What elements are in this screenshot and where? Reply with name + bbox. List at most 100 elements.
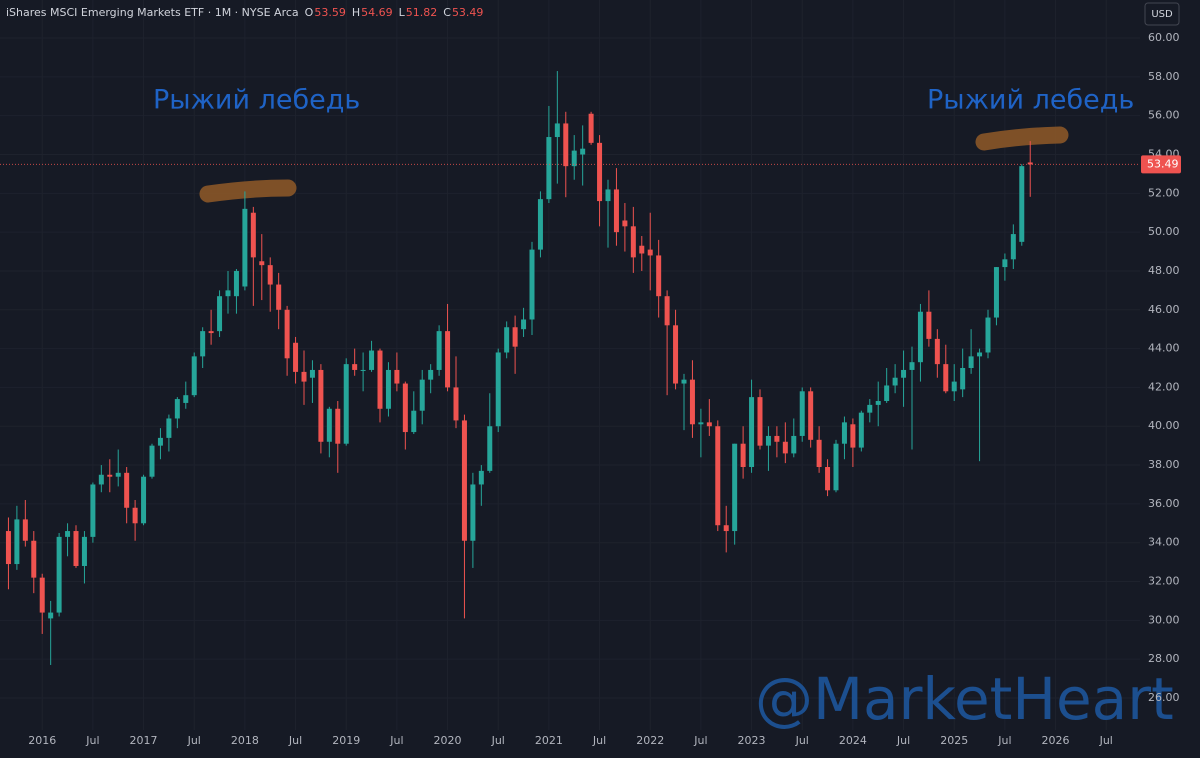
ohlc-value: 54.69: [361, 6, 393, 19]
candle-body: [875, 401, 881, 405]
y-tick-label: 26.00: [1148, 691, 1180, 704]
annotation: Рыжий лебедь: [153, 85, 360, 116]
x-tick-label: 2020: [434, 734, 462, 747]
candle-body: [14, 519, 20, 565]
candle-body: [470, 484, 476, 541]
candle-body: [782, 441, 788, 454]
candle-body: [512, 327, 518, 347]
x-tick-label: 2025: [940, 734, 968, 747]
candle-body: [174, 399, 180, 419]
candle-body: [926, 311, 932, 339]
candle-body: [799, 391, 805, 436]
ohlc-value: 53.49: [452, 6, 484, 19]
legend-header: iShares MSCI Emerging Markets ETF · 1M ·…: [6, 6, 483, 19]
candle-body: [698, 422, 704, 425]
x-tick-label: 2023: [738, 734, 766, 747]
x-tick-label: Jul: [592, 734, 606, 747]
candle-body: [453, 387, 459, 421]
x-tick-label: Jul: [795, 734, 809, 747]
x-tick-label: Jul: [85, 734, 99, 747]
candle-body: [1027, 162, 1033, 165]
candle-body: [461, 420, 467, 541]
annotation: Рыжий лебедь: [927, 85, 1134, 116]
candle-body: [546, 137, 552, 200]
candle-body: [571, 150, 577, 167]
candle-body: [487, 426, 493, 471]
candle-body: [664, 296, 670, 326]
candles: [0, 71, 1140, 665]
y-tick-label: 58.00: [1148, 70, 1180, 83]
candle-body: [124, 472, 130, 508]
candle-body: [977, 352, 983, 357]
candle-body: [537, 199, 543, 250]
candle-body: [681, 379, 687, 384]
x-tick-label: 2019: [332, 734, 360, 747]
y-tick-label: 50.00: [1148, 225, 1180, 238]
candle-body: [816, 439, 822, 467]
candle-body: [166, 418, 172, 438]
candle-body: [22, 519, 28, 541]
candle-body: [81, 536, 87, 566]
candle-body: [276, 284, 282, 310]
candle-body: [1019, 166, 1025, 242]
candle-body: [960, 368, 966, 390]
candle-body: [259, 261, 265, 266]
candle-body: [808, 391, 814, 440]
candle-body: [352, 364, 358, 370]
candle-body: [225, 290, 231, 297]
candle-body: [326, 408, 332, 442]
y-tick-label: 40.00: [1148, 419, 1180, 432]
candle-body: [867, 404, 873, 413]
candle-body: [293, 342, 299, 372]
ohlc-key: O: [305, 6, 314, 19]
y-tick-label: 42.00: [1148, 380, 1180, 393]
y-tick-label: 36.00: [1148, 497, 1180, 510]
candle-body: [968, 356, 974, 369]
x-tick-label: Jul: [187, 734, 201, 747]
y-tick-label: 44.00: [1148, 342, 1180, 355]
x-tick-label: 2024: [839, 734, 867, 747]
x-tick-label: 2018: [231, 734, 259, 747]
x-tick-label: Jul: [693, 734, 707, 747]
candle-body: [428, 369, 434, 380]
currency-button[interactable]: [1144, 2, 1180, 26]
ohlc-value: 51.82: [406, 6, 438, 19]
candle-body: [191, 356, 197, 396]
candle-body: [647, 249, 653, 256]
candle-body: [740, 443, 746, 467]
ohlc-key: L: [399, 6, 406, 19]
candle-body: [605, 189, 611, 202]
candle-body: [402, 383, 408, 433]
x-tick-label: 2016: [28, 734, 56, 747]
x-tick-label: Jul: [491, 734, 505, 747]
candle-body: [343, 364, 349, 444]
candle-body: [445, 331, 451, 388]
candle-body: [318, 369, 324, 442]
candle-body: [825, 466, 831, 491]
candle-body: [732, 443, 738, 532]
x-tick-label: Jul: [997, 734, 1011, 747]
candle-body: [613, 189, 619, 233]
y-tick-label: 56.00: [1148, 109, 1180, 122]
candle-body: [521, 319, 527, 330]
candle-body: [56, 536, 62, 613]
candle-body: [951, 381, 957, 392]
candle-body: [706, 422, 712, 427]
candle-body: [656, 255, 662, 297]
candle-body: [1002, 259, 1008, 268]
candle-body: [267, 265, 273, 285]
candle-body: [791, 435, 797, 454]
candle-body: [394, 369, 400, 384]
candle-body: [48, 612, 54, 619]
candle-body: [98, 474, 104, 485]
candle-body: [850, 424, 856, 448]
candle-body: [200, 331, 206, 357]
highlight-stroke: [975, 126, 1069, 151]
currency-label[interactable]: USD: [1151, 9, 1173, 20]
candle-body: [841, 422, 847, 444]
candle-body: [597, 142, 603, 202]
candle-body: [588, 113, 594, 143]
grid: [0, 0, 1140, 730]
